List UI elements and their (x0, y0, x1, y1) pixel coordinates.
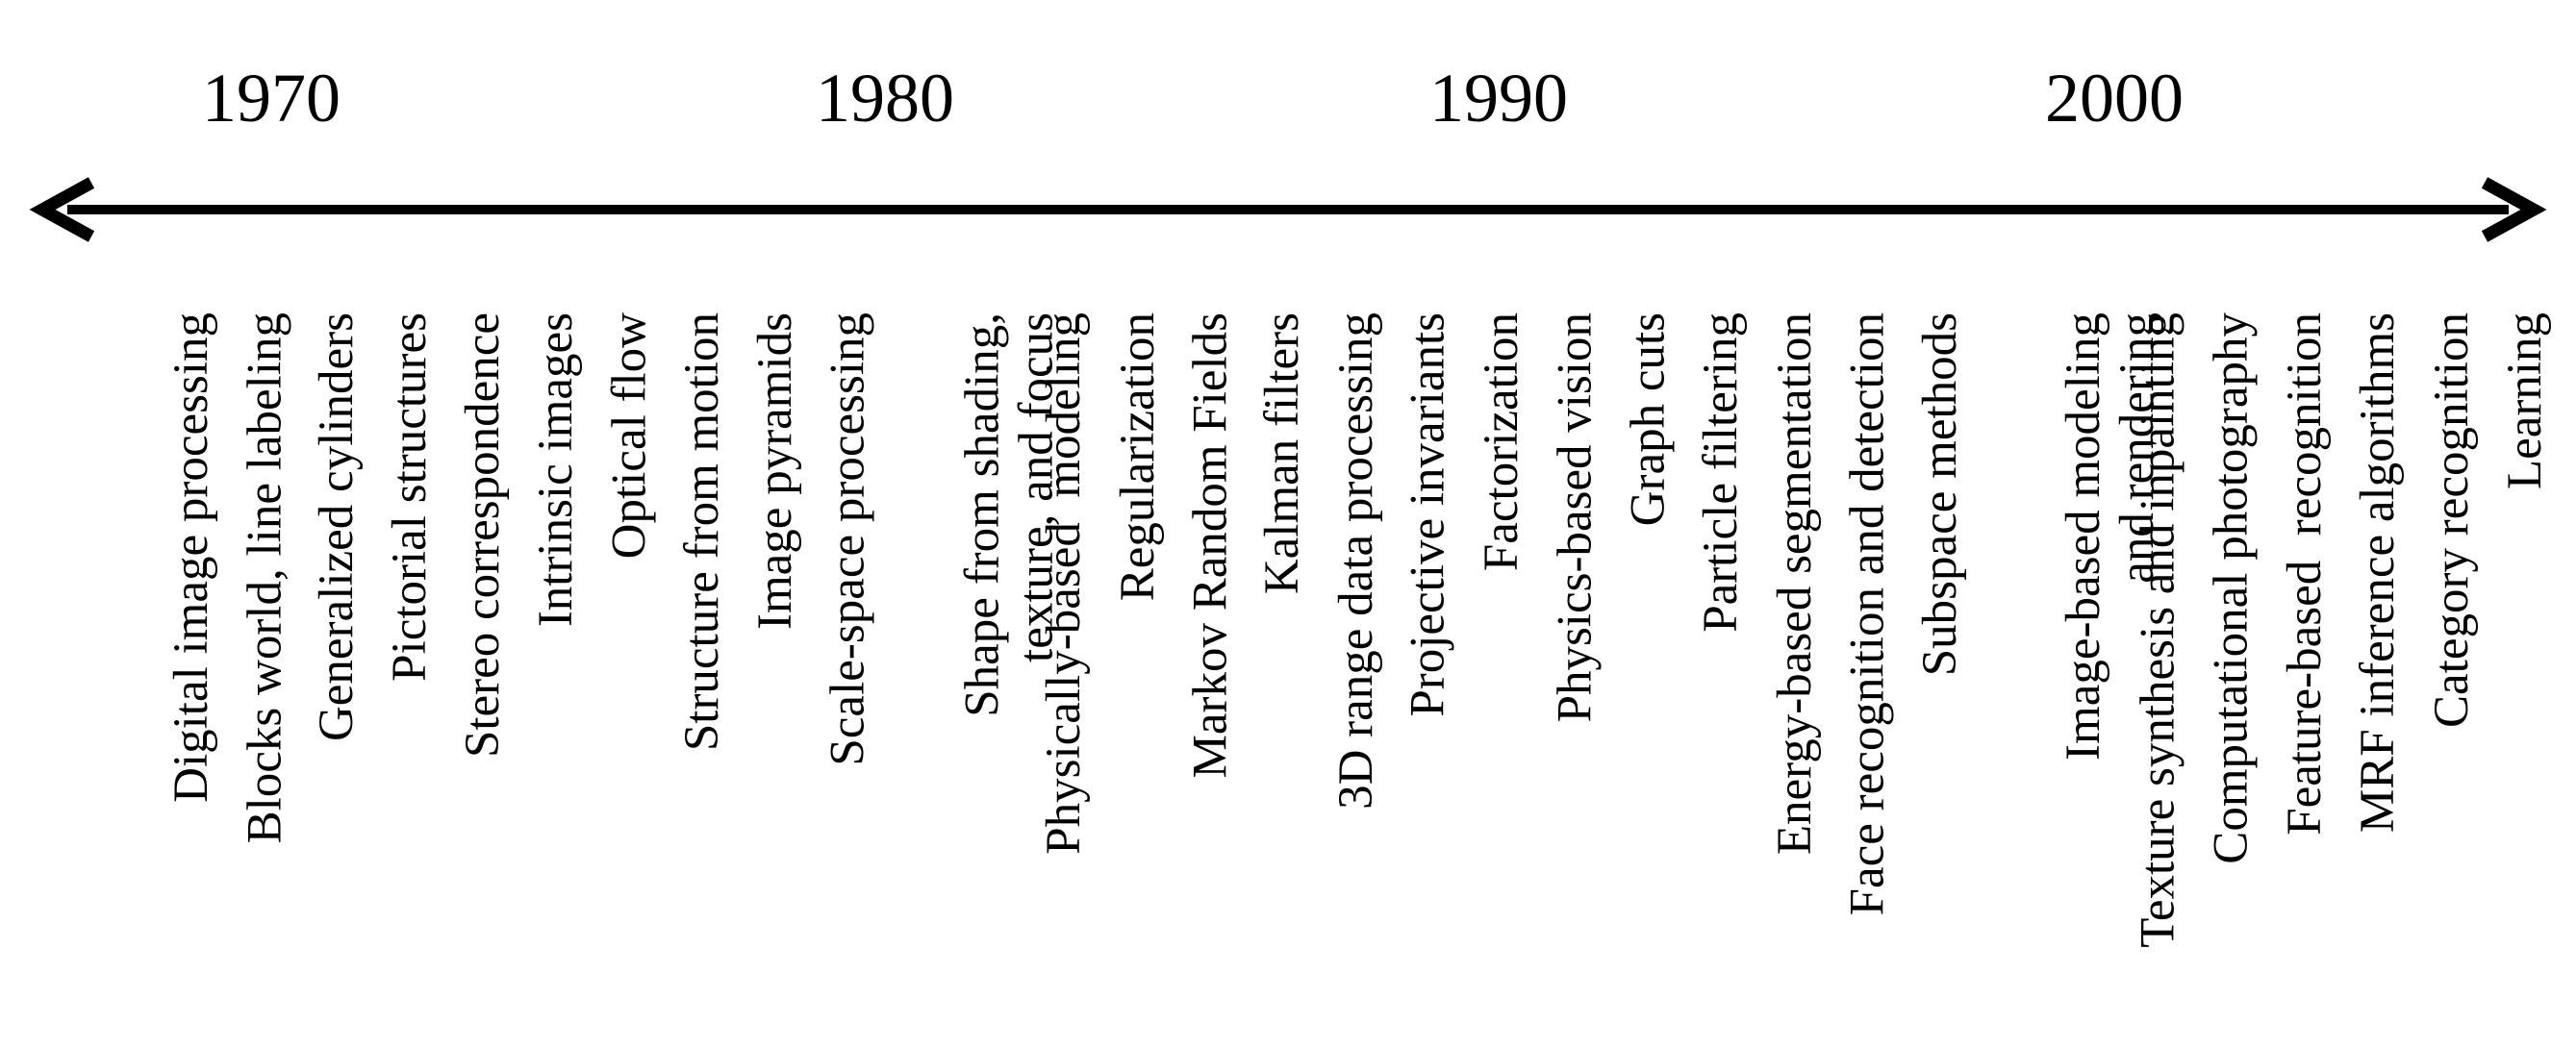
topic-label: Subspace methods (1913, 312, 1967, 677)
topic-label: Factorization (1475, 312, 1528, 572)
topic-label: Scale-space processing (821, 312, 875, 766)
topic-label: Kalman filters (1255, 312, 1309, 595)
topic-label: MRF inference algorithms (2351, 312, 2405, 834)
topic-label: Particle filtering (1694, 312, 1748, 633)
topic-label: Image pyramids (748, 312, 802, 630)
topic-label: Feature-based recognition (2278, 312, 2332, 836)
topic-label: Markov Random Fields (1183, 312, 1237, 779)
topic-label: Energy-based segmentation (1768, 312, 1822, 856)
topic-label: Projective invariants (1402, 312, 1455, 717)
topic-label: 3D range data processing (1329, 312, 1383, 810)
right-arrowhead (2481, 177, 2547, 242)
topic-label: Texture synthesis and inpainting (2132, 312, 2185, 948)
topic-label: Blocks world, line labeling (238, 312, 291, 844)
topic-label: Physics-based vision (1548, 312, 1602, 723)
topic-label: Graph cuts (1621, 312, 1675, 527)
left-arrowhead (29, 177, 95, 242)
year-label-1990: 1990 (1429, 60, 1568, 137)
topic-label: Stereo correspondence (456, 312, 510, 759)
topic-label: Computational photography (2205, 312, 2259, 864)
topic-label: Digital image processing (164, 312, 218, 803)
topic-label: Physically-based modeling (1037, 312, 1091, 855)
year-label-2000: 2000 (2045, 60, 2184, 137)
topic-label: Regularization (1111, 312, 1165, 602)
topic-label: Learning (2498, 312, 2552, 490)
topic-label: Generalized cylinders (310, 312, 364, 742)
topic-label: Intrinsic images (529, 312, 583, 628)
topic-label: Face recognition and detection (1840, 312, 1894, 916)
year-label-1980: 1980 (816, 60, 954, 137)
year-label-1970: 1970 (202, 60, 341, 137)
topic-label: Category recognition (2425, 312, 2479, 728)
topic-label: Pictorial structures (383, 312, 437, 682)
topic-label: Structure from motion (675, 312, 729, 752)
topic-label: Optical flow (602, 312, 656, 560)
